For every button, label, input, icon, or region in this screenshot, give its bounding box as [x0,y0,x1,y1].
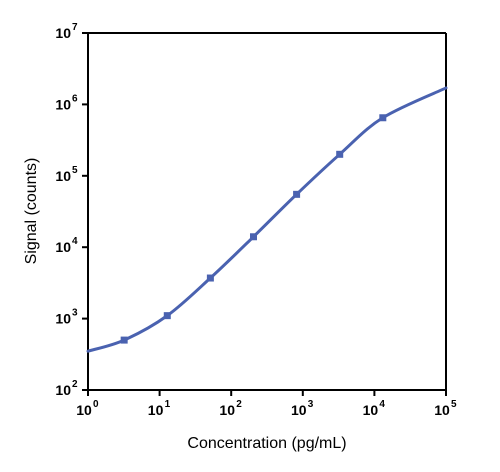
x-tick-exponent: 4 [379,399,385,410]
x-tick-label: 10 [219,402,235,418]
y-tick-exponent: 7 [72,22,78,33]
data-point [163,312,171,320]
x-tick-label: 10 [76,402,92,418]
x-axis-title: Concentration (pg/mL) [187,435,346,452]
x-tick-exponent: 5 [451,399,457,410]
x-ticks: 10 0 10 1 10 2 10 3 10 4 10 5 [76,390,457,418]
y-tick-label: 10 [55,96,71,112]
x-tick-label: 10 [434,402,450,418]
x-tick-label: 10 [148,402,164,418]
x-tick-exponent: 1 [165,399,171,410]
x-tick-exponent: 3 [308,399,314,410]
y-tick-label: 10 [55,239,71,255]
x-tick-label: 10 [291,402,307,418]
data-point [120,336,128,344]
data-point [249,233,257,241]
data-point [379,114,387,122]
y-tick-exponent: 4 [72,236,78,247]
y-axis-title: Signal (counts) [23,158,40,265]
data-point [293,190,301,198]
data-point [336,150,344,158]
data-point [206,274,214,282]
x-tick-label: 10 [363,402,379,418]
x-tick-exponent: 0 [93,399,99,410]
fit-curve [86,86,448,353]
x-tick-exponent: 2 [236,399,242,410]
y-tick-exponent: 3 [72,308,78,319]
plot-area [86,86,448,353]
y-tick-exponent: 6 [72,93,78,104]
y-tick-label: 10 [55,382,71,398]
y-tick-label: 10 [55,25,71,41]
axes [87,32,447,391]
y-tick-exponent: 2 [72,379,78,390]
y-tick-label: 10 [55,168,71,184]
y-tick-label: 10 [55,311,71,327]
y-tick-exponent: 5 [72,165,78,176]
